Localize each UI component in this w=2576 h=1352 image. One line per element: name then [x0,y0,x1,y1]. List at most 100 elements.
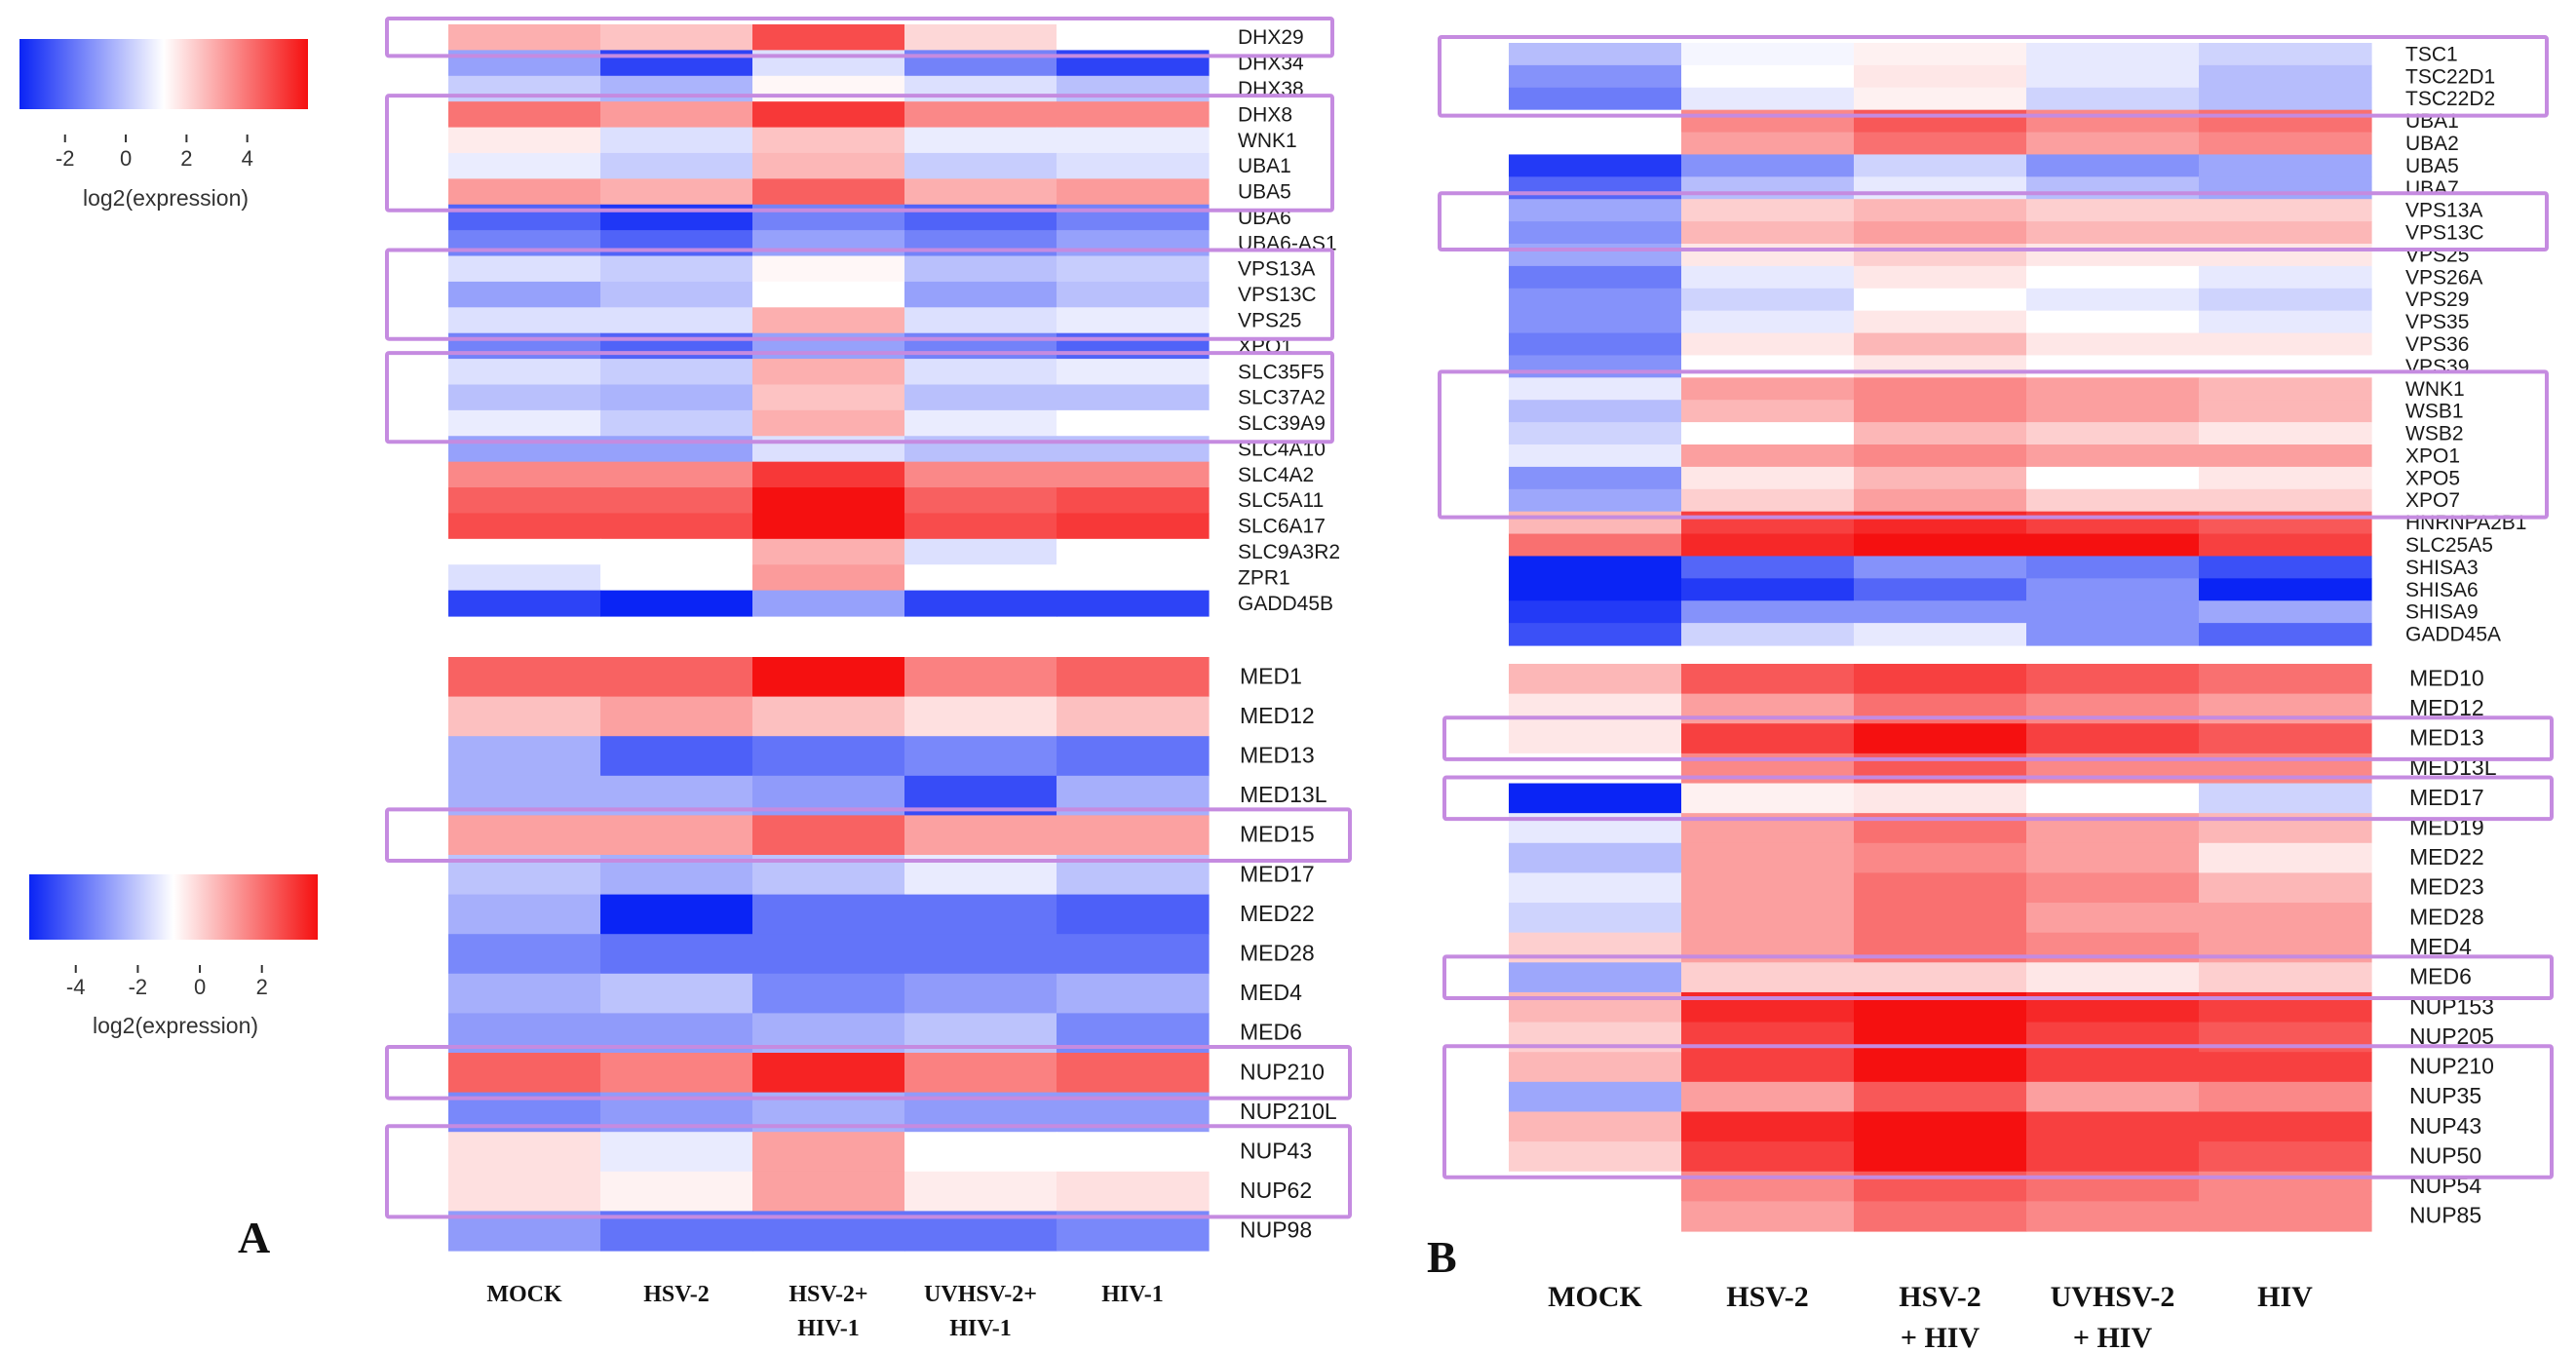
heatmap-cell [1057,487,1210,515]
heatmap-cell [1509,109,1682,134]
heatmap-cell [1509,783,1682,814]
row-label: NUP43 [2409,1113,2481,1139]
heatmap-cell [752,178,905,206]
heatmap-cell [2199,400,2372,423]
heatmap-cell [2199,783,2372,814]
column-label: HIV [2257,1281,2313,1313]
heatmap-cell [1681,1201,1855,1232]
highlight-boxes [385,17,2554,1219]
heatmap-cell [2199,578,2372,601]
row-label: NUP35 [2409,1083,2481,1108]
row-label: MED6 [1240,1020,1302,1045]
heatmap-cell [752,1053,905,1094]
heatmap-cell [752,281,905,308]
heatmap-cell [2026,43,2200,66]
heatmap-cell [600,973,753,1014]
heatmap-cell [2026,199,2200,222]
heatmap-cell [600,564,753,592]
heatmap-cell [600,359,753,386]
heatmap-cell [1854,664,2027,695]
heatmap-cell [1057,461,1210,488]
row-label: SLC35F5 [1238,361,1325,383]
heatmap-cell [1681,783,1855,814]
row-label: SHISA6 [2405,579,2479,601]
row-label: MED6 [2409,964,2472,989]
heatmap-cell [1854,578,2027,601]
heatmap-cell [752,127,905,154]
heatmap-cell [2199,962,2372,993]
heatmap-cell [1681,1081,1855,1113]
heatmap-cell [600,281,753,308]
heatmap-cell [2026,332,2200,357]
heatmap-cell [2026,783,2200,814]
heatmap-cell [2199,221,2372,245]
heatmap-cell [1057,281,1210,308]
legend-bottom: -4 -2 0 2 log2(expression) [29,874,318,1038]
heatmap-cell [904,696,1057,737]
heatmap-cell [1509,132,1682,156]
column-label: HIV-1 [1101,1282,1164,1307]
heatmap-cell [1509,244,1682,267]
heatmap-cell [904,894,1057,935]
heatmap-cell [1681,533,1855,558]
row-label: VPS26A [2405,266,2482,289]
heatmap-cell [2199,466,2372,490]
heatmap-cell [752,736,905,777]
row-label: MED13 [2409,725,2484,751]
heatmap-cell [752,513,905,540]
heatmap-cell [1509,422,1682,445]
heatmap-cell [1057,564,1210,592]
heatmap-cell [600,696,753,737]
legend-top-colorbar [19,39,308,109]
heatmap-cell [1854,444,2027,468]
row-label: VPS36 [2405,333,2469,356]
heatmap-cell [2199,533,2372,558]
legend-tick-label: -2 [56,146,75,171]
heatmap-cell [1509,199,1682,222]
heatmap-cell [1509,623,1682,646]
heatmap-cell [1509,355,1682,378]
heatmap-4: MED10MED12MED13MED13LMED17MED19MED22MED2… [1509,664,2497,1232]
heatmap-cell [904,487,1057,515]
heatmap-cell [752,230,905,257]
heatmap-cell [448,564,601,592]
heatmap-cell [1509,533,1682,558]
heatmap-cell [2199,87,2372,111]
highlight-box [385,248,1334,341]
heatmap-cell [448,359,601,386]
row-label: VPS29 [2405,289,2469,311]
heatmap-cell [600,815,753,856]
heatmap-cell [904,384,1057,411]
heatmap-cell [448,934,601,975]
panel-a-label: A [238,1213,270,1262]
row-label: NUP210 [2409,1054,2494,1079]
heatmap-cell [1681,400,1855,423]
highlight-box [385,351,1334,444]
heatmap-cell [1681,332,1855,357]
heatmap-cell [600,75,753,102]
heatmap-cell [1509,64,1682,89]
heatmap-cell [904,255,1057,283]
heatmap-cell [1854,422,2027,445]
heatmap-cell [1509,444,1682,468]
row-label: XPO5 [2405,467,2460,489]
heatmap-cell [2026,842,2200,874]
heatmap-cell [904,75,1057,102]
heatmap-cell [2199,511,2372,535]
heatmap-cell [1854,132,2027,156]
heatmap-cell [904,1171,1057,1212]
row-label: VPS13C [1238,284,1317,306]
heatmap-cell [904,1132,1057,1173]
heatmap-cell [752,590,905,617]
heatmap-cell [1854,400,2027,423]
heatmap-cell [1681,962,1855,993]
heatmap-cell [1681,43,1855,66]
heatmap-cell [904,1053,1057,1094]
heatmap-cell [2026,1141,2200,1173]
heatmap-cell [1057,538,1210,565]
heatmap-2: MED1 MED12 MED13 MED13L MED15 MED17 MED22 MED28… [448,657,1337,1252]
heatmap-cell [448,281,601,308]
legend-tick-label: 2 [256,975,268,999]
heatmap-cell [1854,511,2027,535]
heatmap-cell [1681,903,1855,934]
